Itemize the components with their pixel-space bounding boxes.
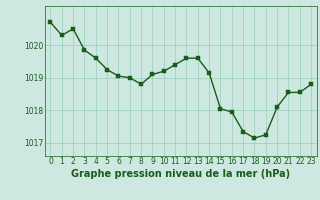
X-axis label: Graphe pression niveau de la mer (hPa): Graphe pression niveau de la mer (hPa) <box>71 169 290 179</box>
